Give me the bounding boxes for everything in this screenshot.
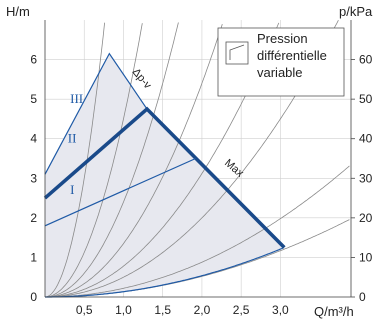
series-line-iii bbox=[44, 52, 148, 175]
variable-pressure-icon bbox=[225, 41, 249, 65]
system-curve bbox=[45, 20, 339, 298]
x-tick-label: 0,5 bbox=[76, 303, 93, 317]
x-tick-label: 2,5 bbox=[233, 303, 250, 317]
y-right-tick-label: 10 bbox=[359, 250, 373, 264]
max-label: Max bbox=[222, 157, 246, 180]
dp-v-label: Δp-v bbox=[130, 66, 154, 91]
y-left-tick-label: 6 bbox=[30, 53, 37, 67]
system-curve bbox=[44, 23, 143, 298]
y-right-tick-label: 30 bbox=[359, 171, 373, 185]
min-system-curve bbox=[45, 247, 284, 298]
x-tick-label: 3,0 bbox=[272, 303, 289, 317]
x-axis-title: Q/m³/h bbox=[314, 304, 354, 319]
system-curve bbox=[45, 22, 179, 298]
series-line-i bbox=[44, 157, 196, 227]
system-curve bbox=[45, 23, 223, 298]
y-right-tick-label: 50 bbox=[359, 92, 373, 106]
system-curve bbox=[45, 22, 280, 298]
y-left-tick-label: 5 bbox=[30, 92, 37, 106]
system-curve bbox=[45, 165, 350, 298]
y-right-tick-label: 0 bbox=[359, 290, 366, 304]
variable-pressure-icon-curve bbox=[229, 44, 245, 60]
y-right-axis-title: p/kPa bbox=[339, 4, 373, 19]
series-label-i: I bbox=[70, 182, 74, 197]
system-curves bbox=[44, 20, 350, 298]
legend-line-3: variable bbox=[257, 65, 303, 80]
y-left-tick-label: 3 bbox=[30, 171, 37, 185]
operating-area bbox=[45, 53, 285, 298]
y-left-tick-label: 2 bbox=[30, 211, 37, 225]
legend-line-2: différentielle bbox=[257, 48, 327, 63]
series-label-ii: II bbox=[68, 131, 77, 146]
legend-box: Pression différentielle variable bbox=[217, 27, 345, 97]
y-right-tick-label: 40 bbox=[359, 132, 373, 146]
x-tick-label: 2,0 bbox=[194, 303, 211, 317]
y-right-tick-label: 20 bbox=[359, 211, 373, 225]
y-left-tick-label: 4 bbox=[30, 132, 37, 146]
series-line-ii bbox=[43, 106, 286, 249]
x-tick-label: 1,5 bbox=[154, 303, 171, 317]
y-left-tick-label: 0 bbox=[30, 290, 37, 304]
legend-line-1: Pression bbox=[257, 31, 308, 46]
system-curve bbox=[44, 22, 105, 298]
series-label-iii: III bbox=[70, 91, 83, 106]
y-left-tick-label: 1 bbox=[30, 250, 37, 264]
y-right-tick-label: 60 bbox=[359, 53, 373, 67]
x-tick-label: 1,0 bbox=[115, 303, 132, 317]
y-left-axis-title: H/m bbox=[6, 4, 30, 19]
